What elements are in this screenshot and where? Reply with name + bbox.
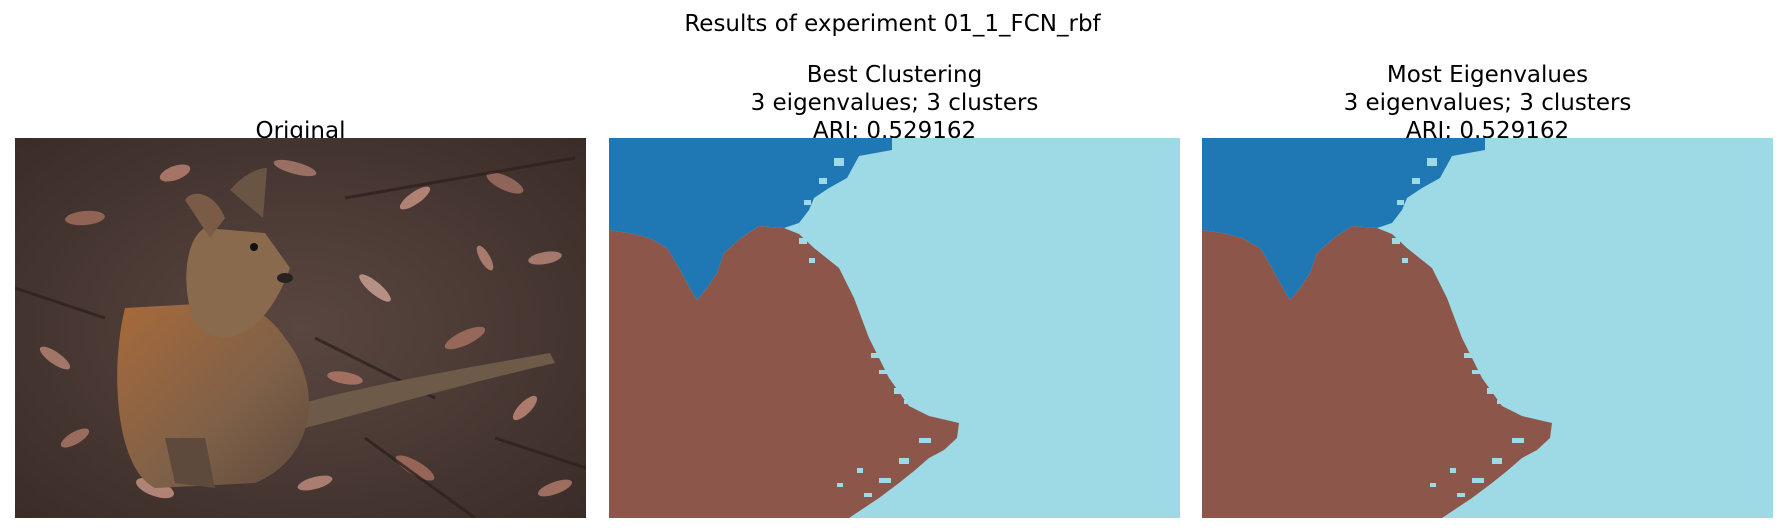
cluster-light-blue-fragment [799, 238, 807, 244]
original-image [15, 138, 586, 518]
best-clustering-image [609, 138, 1180, 518]
panel-best-clustering: Best Clustering 3 eigenvalues; 3 cluster… [609, 0, 1180, 532]
cluster-light-blue-fragment [855, 168, 860, 173]
wallaby-photo [15, 138, 586, 518]
cluster-light-blue-fragment [1512, 438, 1524, 443]
cluster-light-blue-fragment [1427, 158, 1437, 166]
cluster-light-blue-fragment [1448, 168, 1453, 173]
cluster-light-blue-fragment [1492, 458, 1502, 464]
cluster-light-blue-fragment [837, 483, 843, 487]
cluster-light-blue-fragment [809, 258, 815, 263]
cluster-light-blue-fragment [1412, 178, 1420, 184]
cluster-light-blue-fragment [871, 353, 879, 358]
cluster-light-blue-fragment [1457, 493, 1465, 497]
panel-best-title-line-1: Best Clustering [806, 62, 983, 88]
cluster-light-blue-fragment [857, 468, 863, 473]
panel-most-eigenvalues: Most Eigenvalues 3 eigenvalues; 3 cluste… [1202, 0, 1773, 532]
panel-most-title-line-1: Most Eigenvalues [1386, 62, 1589, 88]
segmentation-map [1202, 138, 1773, 518]
leaf-litter [39, 159, 573, 499]
cluster-light-blue-fragment [1472, 478, 1484, 483]
cluster-light-blue-fragment [844, 193, 850, 199]
cluster-light-blue-fragment [1392, 238, 1400, 244]
cluster-light-blue-fragment [1402, 258, 1408, 263]
panel-best-title: Best Clustering 3 eigenvalues; 3 cluster… [609, 61, 1180, 145]
panel-most-title: Most Eigenvalues 3 eigenvalues; 3 cluste… [1202, 61, 1773, 145]
cluster-light-blue-fragment [1472, 370, 1482, 374]
cluster-light-blue-fragment [834, 158, 844, 166]
cluster-light-blue-fragment [1497, 400, 1506, 404]
cluster-light-blue-fragment [904, 400, 913, 404]
cluster-light-blue-fragment [819, 178, 827, 184]
cluster-light-blue-fragment [1487, 388, 1493, 394]
cluster-light-blue-fragment [804, 200, 811, 205]
cluster-brown-region [609, 226, 959, 518]
cluster-light-blue-fragment [1450, 468, 1456, 473]
cluster-brown-region [1202, 226, 1552, 518]
cluster-light-blue-fragment [1430, 483, 1436, 487]
segmentation-map [609, 138, 1180, 518]
panel-most-title-line-2: 3 eigenvalues; 3 clusters [1343, 90, 1632, 116]
cluster-light-blue-fragment [899, 458, 909, 464]
panel-original: Original [15, 0, 586, 532]
wallaby [117, 168, 555, 488]
cluster-light-blue-fragment [879, 478, 891, 483]
panel-best-title-line-2: 3 eigenvalues; 3 clusters [750, 90, 1039, 116]
figure-title: Results of experiment 01_1_FCN_rbf [684, 11, 1101, 37]
cluster-light-blue-fragment [1464, 353, 1472, 358]
most-eigenvalues-image [1202, 138, 1773, 518]
cluster-light-blue-fragment [894, 388, 900, 394]
cluster-light-blue-fragment [919, 438, 931, 443]
cluster-light-blue-fragment [1437, 193, 1443, 199]
cluster-light-blue-fragment [1397, 200, 1404, 205]
cluster-light-blue-fragment [864, 493, 872, 497]
cluster-light-blue-fragment [879, 370, 889, 374]
